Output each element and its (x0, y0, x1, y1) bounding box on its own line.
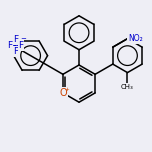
Text: F: F (13, 35, 18, 44)
Text: F: F (7, 41, 12, 50)
Text: +: + (64, 87, 69, 92)
Text: F: F (13, 47, 18, 56)
Text: NO₂: NO₂ (128, 35, 143, 43)
Text: F: F (18, 41, 24, 50)
Text: O: O (59, 88, 67, 98)
Text: −: − (21, 36, 26, 42)
Text: CH₃: CH₃ (121, 84, 134, 90)
Text: B: B (12, 41, 18, 50)
